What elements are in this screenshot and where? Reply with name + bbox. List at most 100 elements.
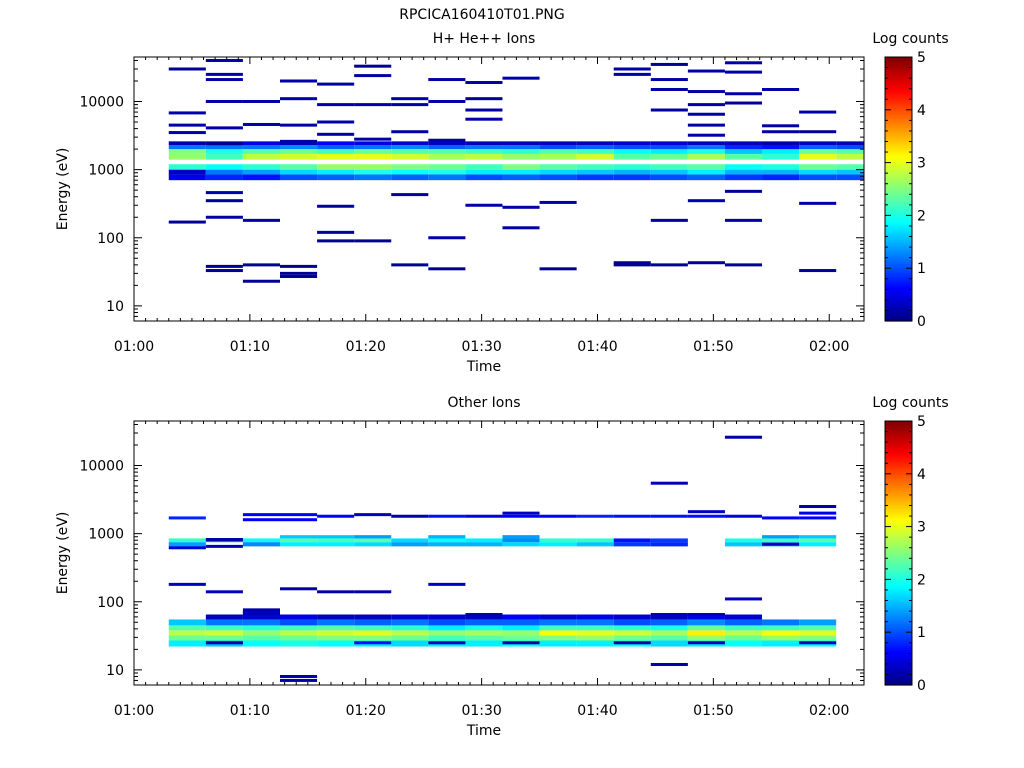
heatmap-cell bbox=[762, 619, 800, 626]
event-streak bbox=[650, 514, 688, 518]
colorbar-segment bbox=[885, 57, 912, 60]
heatmap-cell bbox=[687, 619, 725, 626]
colorbar-segment bbox=[885, 487, 912, 490]
colorbar-segment bbox=[885, 592, 912, 596]
heatmap-cell bbox=[576, 164, 614, 170]
heatmap-cell bbox=[613, 153, 651, 160]
colorbar-segment bbox=[885, 581, 912, 585]
colorbar-segment bbox=[885, 533, 912, 536]
event-streak bbox=[428, 236, 466, 240]
heatmap-cell bbox=[465, 542, 503, 547]
colorbar-segment bbox=[885, 599, 912, 602]
event-streak bbox=[317, 239, 355, 243]
heatmap-cell bbox=[242, 640, 280, 647]
event-streak bbox=[428, 78, 466, 82]
event-streak bbox=[687, 133, 725, 137]
event-streak bbox=[687, 510, 725, 514]
colorbar-tick-label: 5 bbox=[917, 414, 926, 430]
colorbar-segment bbox=[885, 520, 912, 523]
x-tick-label: 02:00 bbox=[809, 339, 849, 355]
heatmap-cell bbox=[391, 169, 429, 175]
heatmap-cell bbox=[539, 149, 577, 154]
colorbar-segment bbox=[885, 566, 912, 569]
heatmap-cell bbox=[650, 640, 688, 647]
colorbar-segment bbox=[885, 123, 912, 126]
heatmap-cell bbox=[762, 144, 800, 150]
event-streak bbox=[465, 117, 503, 121]
event-streak bbox=[317, 120, 355, 124]
colorbar-segment bbox=[885, 255, 912, 258]
colorbar-segment bbox=[885, 145, 912, 148]
colorbar-tick-label: 0 bbox=[917, 314, 926, 330]
colorbar-segment bbox=[885, 458, 912, 462]
colorbar-segment bbox=[885, 195, 912, 199]
colorbar-segment bbox=[885, 167, 912, 170]
heatmap-cell bbox=[613, 635, 651, 641]
event-streak bbox=[799, 641, 837, 645]
heatmap-cell bbox=[650, 538, 688, 543]
heatmap-cell bbox=[391, 141, 429, 145]
heatmap-cell bbox=[280, 614, 318, 620]
heatmap-cell bbox=[465, 538, 503, 543]
colorbar-segment bbox=[885, 427, 912, 431]
heatmap-cell bbox=[502, 141, 540, 145]
heatmap-cell bbox=[613, 144, 651, 150]
heatmap-cell bbox=[280, 164, 318, 170]
heatmap-cell bbox=[613, 538, 651, 543]
x-tick-label: 01:40 bbox=[577, 339, 617, 355]
x-axis-label: Time bbox=[466, 723, 501, 739]
heatmap-cell bbox=[205, 625, 243, 631]
event-streak bbox=[205, 590, 243, 594]
colorbar-segment bbox=[885, 564, 912, 567]
heatmap-cell bbox=[687, 144, 725, 150]
colorbar-segment bbox=[885, 484, 912, 488]
heatmap-cell bbox=[724, 640, 763, 647]
colorbar-segment bbox=[885, 482, 912, 486]
heatmap-cell bbox=[724, 144, 763, 150]
heatmap-cell bbox=[762, 149, 800, 154]
colorbar-segment bbox=[885, 467, 912, 470]
colorbar-segment bbox=[885, 310, 912, 313]
heatmap-cell bbox=[576, 640, 614, 647]
event-streak bbox=[613, 641, 651, 645]
event-streak bbox=[724, 597, 763, 601]
colorbar-segment bbox=[885, 590, 912, 594]
heatmap-cell bbox=[428, 144, 466, 150]
colorbar-segment bbox=[885, 634, 912, 638]
colorbar-segment bbox=[885, 583, 912, 587]
colorbar-tick-label: 1 bbox=[917, 261, 926, 277]
colorbar-segment bbox=[885, 421, 912, 424]
colorbar-segment bbox=[885, 471, 912, 475]
event-streak bbox=[687, 613, 725, 617]
event-streak bbox=[650, 88, 688, 92]
colorbar-segment bbox=[885, 641, 912, 644]
heatmap-cell bbox=[650, 619, 688, 626]
colorbar-segment bbox=[885, 68, 912, 71]
colorbar-segment bbox=[885, 98, 912, 102]
heatmap-cell bbox=[465, 144, 503, 150]
heatmap-cell bbox=[205, 630, 243, 636]
colorbar-segment bbox=[885, 173, 912, 177]
colorbar-segment bbox=[885, 535, 912, 539]
heatmap-cell bbox=[428, 149, 466, 154]
heatmap-cell bbox=[428, 174, 466, 181]
heatmap-cell bbox=[613, 174, 651, 181]
heatmap-cell bbox=[576, 630, 614, 636]
colorbar-segment bbox=[885, 465, 912, 468]
colorbar-segment bbox=[885, 443, 912, 446]
event-streak bbox=[205, 264, 243, 268]
colorbar-segment bbox=[885, 83, 912, 87]
heatmap-cell bbox=[762, 630, 800, 636]
heatmap-cell bbox=[354, 141, 392, 145]
colorbar-segment bbox=[885, 268, 912, 271]
colorbar-segment bbox=[885, 281, 912, 285]
event-streak bbox=[168, 546, 206, 550]
colorbar-segment bbox=[885, 473, 912, 477]
heatmap-cell bbox=[836, 169, 864, 175]
heatmap-cell bbox=[762, 635, 800, 641]
event-streak bbox=[799, 505, 837, 509]
panel-h-he-ions: 01:00 01:10 01:20 01:30 01:40 01:50 02:0010100… bbox=[55, 31, 949, 375]
x-tick-label: 01:20 bbox=[346, 703, 386, 719]
heatmap-cell bbox=[687, 149, 725, 154]
colorbar-segment bbox=[885, 652, 912, 655]
